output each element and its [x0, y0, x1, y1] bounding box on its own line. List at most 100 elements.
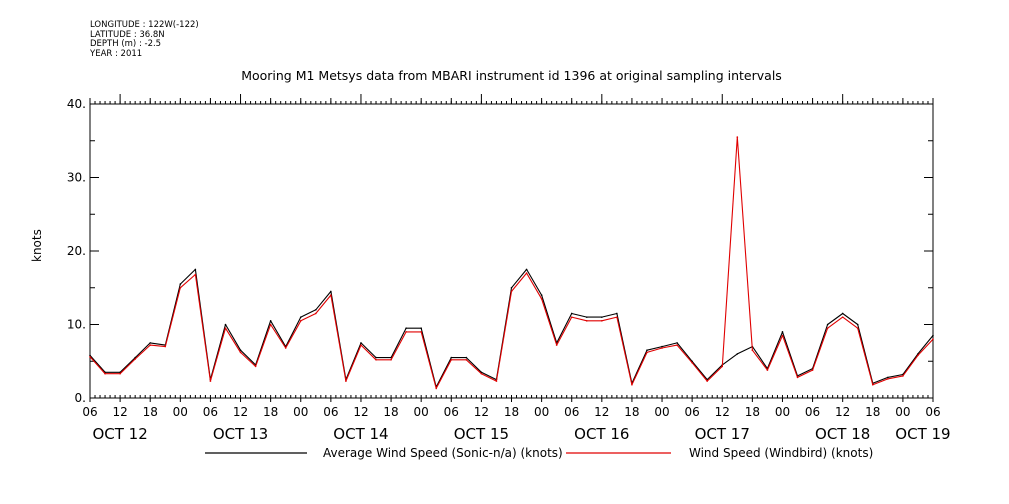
- data-point: [661, 345, 663, 348]
- data-point: [555, 344, 558, 346]
- data-point: [856, 327, 859, 329]
- data-point: [510, 290, 513, 293]
- data-point: [631, 383, 633, 386]
- data-point: [932, 334, 934, 337]
- data-point: [164, 345, 167, 348]
- data-point: [902, 375, 904, 377]
- year-label: YEAR : 2011: [90, 48, 143, 59]
- x-day-label: OCT 17: [695, 425, 750, 443]
- data-point: [315, 309, 317, 311]
- data-point: [435, 387, 438, 390]
- data-point: [89, 356, 91, 358]
- latitude-label: LATITUDE : 36.8N: [90, 29, 165, 40]
- x-tick-label: 06: [323, 405, 338, 419]
- x-day-label: OCT 14: [333, 425, 388, 443]
- data-point: [224, 327, 227, 329]
- data-point: [751, 349, 754, 352]
- data-point: [540, 294, 543, 296]
- data-point: [585, 320, 588, 322]
- legend-entry-average: Average Wind Speed (Sonic-n/a) (knots): [323, 446, 563, 460]
- data-point: [570, 312, 573, 315]
- data-point: [736, 353, 739, 355]
- data-point: [194, 268, 197, 271]
- data-point: [781, 331, 784, 333]
- data-point: [826, 327, 829, 329]
- y-tick-label: 40.: [67, 97, 86, 111]
- data-point: [540, 297, 543, 300]
- data-point: [209, 380, 212, 382]
- data-point: [465, 358, 468, 361]
- x-tick-label: 18: [624, 405, 639, 419]
- x-tick-label: 12: [594, 405, 609, 419]
- x-tick-label: 00: [895, 405, 910, 419]
- data-point: [585, 316, 588, 318]
- x-day-label: OCT 15: [454, 425, 509, 443]
- x-tick-label: 12: [353, 405, 368, 419]
- x-day-label: OCT 12: [92, 425, 147, 443]
- data-point: [405, 327, 407, 329]
- y-tick-label: 0.: [75, 391, 86, 405]
- data-point: [676, 342, 678, 344]
- legend-entry-windbird: Wind Speed (Windbird) (knots): [689, 446, 874, 460]
- x-day-label: OCT 18: [815, 425, 870, 443]
- x-tick-label: 12: [474, 405, 489, 419]
- data-point: [721, 365, 724, 368]
- data-point: [299, 320, 302, 322]
- x-tick-label: 06: [805, 405, 820, 419]
- data-point: [405, 331, 407, 333]
- x-tick-label: 18: [745, 405, 760, 419]
- data-point: [269, 323, 272, 326]
- data-point: [284, 347, 287, 349]
- plot-frame: [89, 103, 934, 399]
- data-point: [330, 290, 332, 293]
- data-point: [420, 331, 422, 333]
- data-point: [390, 358, 392, 361]
- y-axis-label: knots: [30, 229, 44, 262]
- x-tick-label: 00: [775, 405, 790, 419]
- data-point: [525, 272, 528, 274]
- data-point: [525, 268, 528, 271]
- data-point: [254, 365, 257, 368]
- data-point: [450, 356, 453, 359]
- x-tick-label: 18: [143, 405, 158, 419]
- data-point: [465, 356, 468, 359]
- data-point: [330, 294, 332, 296]
- x-tick-label: 12: [112, 405, 127, 419]
- data-point: [360, 342, 362, 344]
- data-point: [269, 320, 272, 322]
- data-point: [781, 334, 784, 337]
- series-line-windbird: [89, 136, 934, 389]
- data-point: [841, 312, 844, 315]
- x-tick-label: 00: [293, 405, 308, 419]
- data-point: [179, 283, 182, 285]
- data-point: [676, 344, 678, 346]
- data-point: [420, 327, 422, 329]
- data-point: [691, 361, 693, 364]
- x-tick-label: 18: [504, 405, 519, 419]
- data-point: [932, 338, 934, 341]
- data-point: [601, 320, 603, 322]
- data-point: [345, 380, 347, 382]
- data-point: [766, 369, 769, 371]
- y-tick-label: 10.: [67, 318, 86, 332]
- data-point: [570, 316, 573, 318]
- x-tick-label: 12: [715, 405, 730, 419]
- data-point: [360, 344, 362, 346]
- x-tick-label: 00: [414, 405, 429, 419]
- x-tick-label: 00: [173, 405, 188, 419]
- data-point: [450, 358, 453, 361]
- data-point: [480, 372, 483, 375]
- data-point: [811, 369, 814, 371]
- data-point: [299, 316, 302, 318]
- x-tick-label: 12: [835, 405, 850, 419]
- x-tick-label: 06: [685, 405, 700, 419]
- longitude-label: LONGITUDE : 122W(-122): [90, 20, 199, 30]
- data-point: [601, 316, 603, 318]
- x-tick-label: 00: [534, 405, 549, 419]
- data-point: [841, 316, 844, 318]
- y-tick-label: 20.: [67, 244, 86, 258]
- data-point: [315, 312, 317, 315]
- x-tick-label: 18: [865, 405, 880, 419]
- data-point: [736, 136, 739, 138]
